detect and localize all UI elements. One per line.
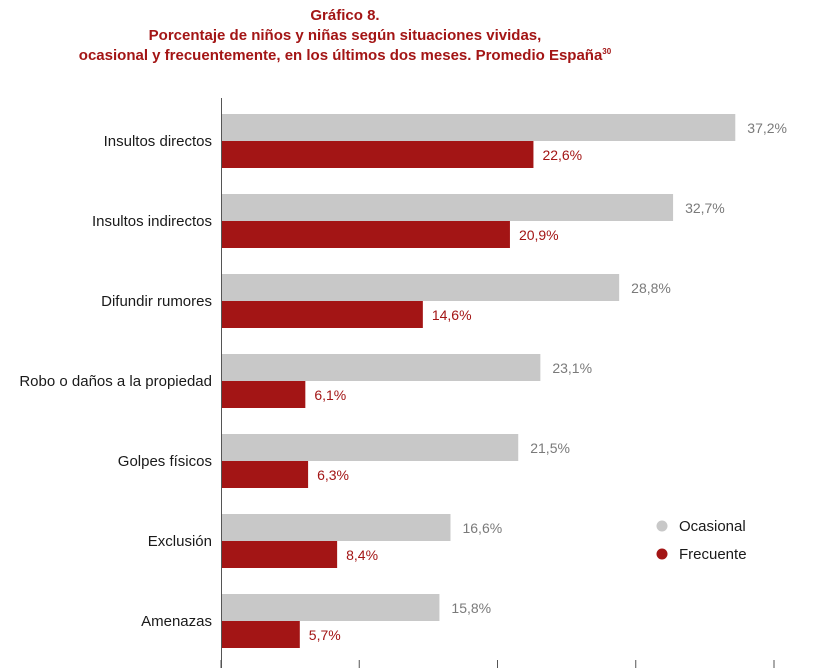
bar-frecuente <box>221 541 338 568</box>
title-line-3-text: ocasional y frecuentemente, en los últim… <box>78 47 603 64</box>
category-label: Robo o daños a la propiedad <box>19 373 212 390</box>
title-line-2: Porcentaje de niños y niñas según situac… <box>148 27 542 44</box>
data-label-ocasional: 23,1% <box>552 360 592 376</box>
title-footnote: 30 <box>602 47 612 56</box>
category-label: Insultos directos <box>104 133 212 150</box>
data-label-ocasional: 16,6% <box>462 520 502 536</box>
category-label: Difundir rumores <box>101 293 212 310</box>
category-label: Golpes físicos <box>118 453 212 470</box>
category-label: Exclusión <box>148 533 212 550</box>
bar-ocasional <box>221 114 736 141</box>
data-label-ocasional: 21,5% <box>530 440 570 456</box>
legend-marker-ocasional <box>656 520 668 532</box>
data-label-frecuente: 20,9% <box>519 227 559 243</box>
legend-label-frecuente: Frecuente <box>679 546 747 563</box>
legend-label-ocasional: Ocasional <box>679 518 746 535</box>
data-label-frecuente: 6,3% <box>317 467 349 483</box>
bar-frecuente <box>221 381 306 408</box>
data-label-ocasional: 37,2% <box>747 120 787 136</box>
data-label-ocasional: 15,8% <box>451 600 491 616</box>
bar-ocasional <box>221 194 674 221</box>
category-label: Insultos indirectos <box>92 213 212 230</box>
bar-ocasional <box>221 434 519 461</box>
bar-frecuente <box>221 221 510 248</box>
data-label-ocasional: 28,8% <box>631 280 671 296</box>
data-label-frecuente: 22,6% <box>542 147 582 163</box>
bar-frecuente <box>221 301 423 328</box>
data-label-ocasional: 32,7% <box>685 200 725 216</box>
title-line-1: Gráfico 8. <box>310 7 380 24</box>
bar-frecuente <box>221 461 309 488</box>
category-label: Amenazas <box>141 613 212 630</box>
chart-title: Gráfico 8. Porcentaje de niños y niñas s… <box>0 6 690 66</box>
bar-ocasional <box>221 514 451 541</box>
bar-ocasional <box>221 354 541 381</box>
bar-ocasional <box>221 274 620 301</box>
data-label-frecuente: 6,1% <box>314 387 346 403</box>
bar-frecuente <box>221 621 300 648</box>
data-label-frecuente: 14,6% <box>432 307 472 323</box>
bar-ocasional <box>221 594 440 621</box>
legend-marker-frecuente <box>656 548 668 560</box>
data-label-frecuente: 8,4% <box>346 547 378 563</box>
bar-frecuente <box>221 141 534 168</box>
data-label-frecuente: 5,7% <box>309 627 341 643</box>
title-line-3: ocasional y frecuentemente, en los últim… <box>0 46 690 66</box>
